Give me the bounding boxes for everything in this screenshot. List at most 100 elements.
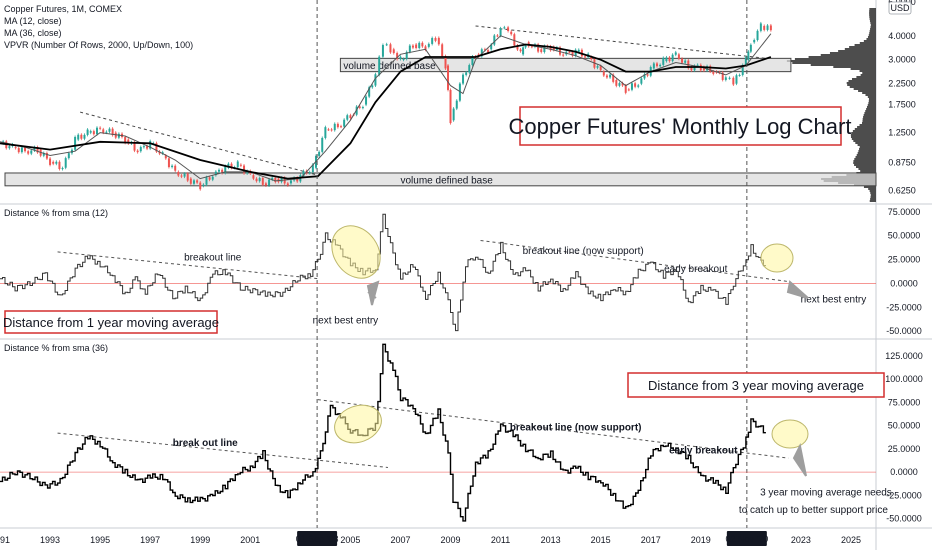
volume-profile-bar xyxy=(846,82,876,84)
volume-profile-bar xyxy=(844,48,876,50)
candle xyxy=(8,146,11,149)
candle xyxy=(124,136,127,143)
volume-profile-bar xyxy=(792,62,876,64)
panel_3year-tick-label: 0.0000 xyxy=(890,467,918,477)
volume-profile xyxy=(786,8,876,202)
candle xyxy=(381,45,384,57)
candle xyxy=(756,30,759,40)
volume-profile-bar xyxy=(870,198,876,200)
volume-profile-bar xyxy=(869,14,876,16)
time-tick-label: 2015 xyxy=(591,535,611,545)
candle xyxy=(358,106,361,108)
candle xyxy=(522,47,525,55)
instrument-legend: Copper Futures, 1M, COMEX xyxy=(4,4,122,14)
volume-profile-bar xyxy=(858,90,876,92)
candle xyxy=(747,51,750,60)
candle xyxy=(652,63,655,69)
volume-profile-bar xyxy=(856,154,876,156)
candle xyxy=(462,74,465,84)
candle xyxy=(186,173,189,181)
volume-profile-bar xyxy=(854,158,876,160)
candle xyxy=(437,37,440,45)
time-tick-label: 2023 xyxy=(791,535,811,545)
candle xyxy=(549,46,552,51)
panel_3year-annotation: early breakout xyxy=(669,446,738,457)
candle xyxy=(20,147,23,153)
candle xyxy=(744,57,747,65)
volume-profile-bar xyxy=(786,60,876,62)
candle xyxy=(374,74,377,86)
candle xyxy=(444,56,447,69)
volume-profile-bar xyxy=(810,64,876,66)
candle xyxy=(58,161,61,170)
volume-profile-bar xyxy=(870,196,876,198)
volume-profile-bar xyxy=(870,22,876,24)
candle xyxy=(83,134,86,139)
candle xyxy=(590,56,593,60)
candle xyxy=(261,178,264,185)
volume-profile-bar xyxy=(859,42,876,44)
candle xyxy=(92,131,95,135)
candle xyxy=(524,45,527,48)
candle xyxy=(562,54,565,56)
candle xyxy=(431,38,434,44)
panel_1year-tick-label: 50.0000 xyxy=(888,231,921,241)
volume-profile-bar xyxy=(855,142,876,144)
panel_3year-tick-label: 125.0000 xyxy=(885,351,923,361)
volume-profile-bar xyxy=(852,130,876,132)
candle xyxy=(99,127,102,129)
candle xyxy=(681,58,684,63)
candle xyxy=(86,129,89,135)
time-tick-label: 2017 xyxy=(641,535,661,545)
volume-profile-bar xyxy=(864,112,876,114)
candle xyxy=(612,74,615,82)
candle xyxy=(167,158,170,168)
candle xyxy=(415,44,418,49)
candle xyxy=(487,50,490,53)
candle xyxy=(499,28,502,36)
candle xyxy=(766,25,769,30)
candle xyxy=(540,49,543,53)
candle xyxy=(759,23,762,31)
volume-profile-bar xyxy=(853,140,876,142)
volume-profile-bar xyxy=(851,138,876,140)
volume-profile-bar xyxy=(862,72,876,74)
price-tick-label: 3.0000 xyxy=(888,55,916,65)
time-tick-label: 2011 xyxy=(491,535,510,545)
volume-profile-bar xyxy=(859,146,876,148)
candle xyxy=(408,45,411,52)
volume-profile-bar xyxy=(866,106,876,108)
volume-profile-bar xyxy=(855,156,876,158)
arrow-icon xyxy=(792,442,807,477)
candle xyxy=(674,52,677,55)
candle xyxy=(537,44,540,52)
candle xyxy=(243,165,246,174)
candle xyxy=(64,158,67,168)
volume-profile-bar xyxy=(854,128,876,130)
panel_1year-legend: Distance % from sma (12) xyxy=(4,208,108,218)
volume-profile-bar xyxy=(867,96,876,98)
chart-title: Copper Futures' Monthly Log Chart xyxy=(509,114,852,139)
volume-profile-bar xyxy=(869,200,876,202)
candle xyxy=(643,74,646,79)
candle xyxy=(80,134,83,139)
candle xyxy=(396,53,399,60)
candle xyxy=(24,147,27,152)
candle xyxy=(468,65,471,73)
candle xyxy=(659,64,662,67)
candle xyxy=(402,58,405,60)
candle xyxy=(493,35,496,45)
candle xyxy=(447,65,450,90)
volume-base-1 xyxy=(339,57,792,73)
volume-profile-bar xyxy=(847,84,876,86)
volume-profile-bar xyxy=(869,10,876,12)
candle xyxy=(516,45,519,50)
candle xyxy=(392,49,395,54)
price-tick-label: 1.7500 xyxy=(888,100,916,110)
candle xyxy=(27,151,30,154)
volume-profile-bar xyxy=(859,124,876,126)
candle xyxy=(221,169,224,173)
candle xyxy=(318,151,321,156)
candle xyxy=(753,39,756,43)
